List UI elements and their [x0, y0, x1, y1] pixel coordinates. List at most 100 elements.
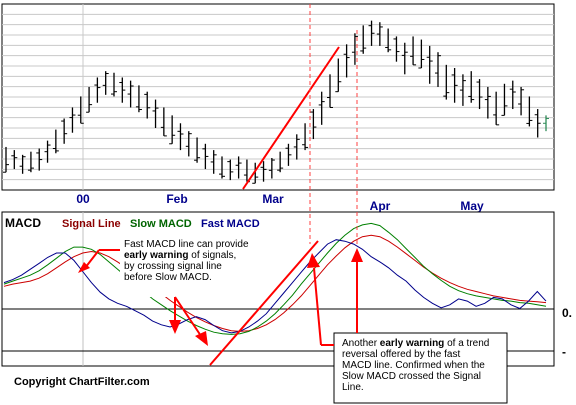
series-line [3, 222, 547, 335]
price-bar [252, 162, 259, 184]
macd-panel-title: MACD [5, 216, 41, 230]
price-bar [152, 99, 159, 128]
price-bar [135, 85, 142, 113]
x-tick-label: May [460, 199, 484, 213]
legend-fast-macd: Fast MACD [201, 218, 260, 230]
price-gridlines [2, 4, 554, 190]
price-bar [219, 156, 225, 179]
price-bar [526, 96, 533, 127]
price-bar [410, 36, 417, 66]
callout-text-line: Fast MACD line can provide [124, 239, 249, 250]
price-bar [351, 33, 358, 65]
price-bar [210, 150, 217, 174]
x-tick-label: 00 [76, 192, 90, 206]
price-bar [534, 109, 541, 138]
callout-text-line: Slow MACD crossed the Signal [342, 371, 481, 382]
callout-text: Another early warning of a trendreversal… [342, 338, 489, 393]
price-panel [1, 3, 555, 191]
series-line [3, 234, 547, 332]
price-bar [127, 80, 134, 108]
price-bar [202, 143, 209, 170]
callout-arrow [313, 267, 322, 346]
price-bar [484, 86, 491, 119]
price-bar [52, 129, 59, 154]
macd-trendline [209, 240, 319, 366]
legend-signal-line: Signal Line [62, 218, 121, 230]
price-bar [86, 86, 93, 113]
callout-text-line: Line. [342, 382, 364, 393]
price-bar [293, 134, 300, 160]
price-bar [335, 58, 342, 93]
price-bar [285, 143, 292, 166]
x-tick-label: Apr [370, 199, 391, 213]
price-bar [360, 25, 367, 54]
price-bar [501, 83, 508, 116]
callout-arrowhead [307, 253, 320, 268]
y-tick-label: 0. [562, 306, 572, 320]
x-tick-label: Mar [262, 192, 284, 206]
price-bar [77, 96, 84, 124]
callout-arrow [84, 249, 100, 269]
price-bar [111, 72, 117, 97]
price-bar [302, 123, 309, 151]
price-bar [443, 64, 450, 100]
price-bar [177, 123, 184, 151]
price-bar [493, 91, 500, 126]
callout-arrowhead [195, 331, 208, 346]
y-tick-label: - [562, 345, 566, 359]
price-bar [426, 45, 433, 84]
callout-text-line: reversal offered by the fast [342, 349, 460, 360]
trend-reversal-callout: Another early warning of a trendreversal… [307, 248, 508, 404]
price-bar [543, 115, 549, 132]
price-bar [418, 39, 425, 69]
series-line [3, 239, 547, 334]
callout-box [333, 332, 508, 404]
price-bar [268, 158, 275, 179]
x-tick-label: Feb [166, 192, 187, 206]
price-bar [94, 77, 101, 103]
price-bar [44, 140, 51, 163]
price-bar [385, 28, 392, 53]
price-bar [61, 118, 68, 144]
callout-text-line: early warning of signals, [124, 250, 236, 261]
price-bar [11, 150, 18, 170]
callout-text-line: before Slow MACD. [124, 272, 212, 283]
price-bar [160, 107, 167, 137]
price-bar [310, 109, 317, 140]
price-bar [393, 36, 400, 62]
price-bar [260, 161, 267, 182]
price-bar [235, 156, 242, 179]
macd-lines [3, 222, 547, 335]
price-bar [169, 115, 176, 145]
price-bar [36, 148, 43, 171]
price-bar [401, 42, 408, 75]
price-bar [451, 68, 458, 103]
callout-text-line: MACD line. Confirmed when the [342, 360, 485, 371]
copyright-text: Copyright ChartFilter.com [14, 376, 150, 388]
price-bar [376, 22, 383, 46]
price-bar [185, 131, 192, 157]
callout-box [120, 235, 254, 297]
price-bar [518, 86, 525, 116]
price-bar [3, 146, 9, 173]
price-bar [343, 44, 350, 78]
price-bar [69, 107, 76, 133]
callout-arrow [174, 296, 202, 337]
price-bar [102, 71, 109, 95]
price-bar [194, 137, 201, 163]
price-bar [27, 151, 34, 173]
price-bar [119, 77, 126, 103]
price-bar [476, 79, 483, 110]
price-bar [327, 74, 333, 108]
callout-text-line: Another early warning of a trend [342, 338, 489, 349]
price-bar [509, 80, 516, 110]
callout-arrowhead [78, 262, 90, 273]
x-axis-labels: 00 Feb Mar Apr May [76, 192, 484, 213]
price-trendline [242, 46, 340, 190]
price-bars [3, 20, 549, 184]
price-bar [368, 20, 375, 46]
callout-text-line: by crossing signal line [124, 261, 222, 272]
